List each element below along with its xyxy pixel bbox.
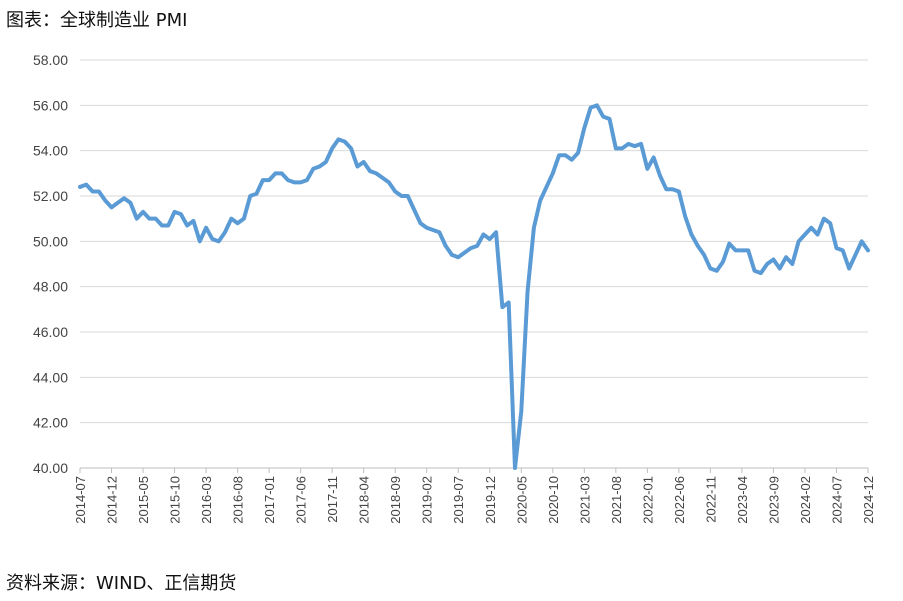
x-tick-label: 2021-03 [577, 476, 592, 524]
x-tick-label: 2015-10 [168, 476, 183, 524]
y-tick-label: 56.00 [33, 97, 68, 113]
x-tick-label: 2017-01 [262, 476, 277, 524]
x-tick-label: 2019-07 [451, 476, 466, 524]
x-tick-label: 2018-09 [388, 476, 403, 524]
y-tick-label: 44.00 [33, 369, 68, 385]
y-tick-label: 46.00 [33, 324, 68, 340]
x-axis [79, 467, 869, 473]
x-tick-label: 2021-08 [609, 476, 624, 524]
y-tick-label: 52.00 [33, 188, 68, 204]
x-tick-label: 2024-02 [798, 476, 813, 524]
figure-title: 图表：全球制造业 PMI [6, 10, 188, 31]
x-tick-label: 2022-01 [640, 476, 655, 524]
x-tick-label: 2016-03 [199, 476, 214, 524]
x-tick-label: 2022-06 [672, 476, 687, 524]
x-tick-label: 2022-11 [703, 476, 718, 523]
x-tick-label: 2015-05 [136, 476, 151, 524]
y-axis-ticks: 58.00 56.00 54.00 52.00 50.00 48.00 46.00 44.00… [33, 52, 68, 476]
x-tick-label: 2024-07 [829, 476, 844, 524]
x-tick-label: 2020-05 [514, 476, 529, 524]
x-tick-label: 2017-06 [294, 476, 309, 524]
x-tick-label: 2017-11 [325, 476, 340, 523]
y-tick-label: 40.00 [33, 460, 68, 476]
x-tick-label: 2018-04 [357, 476, 372, 524]
x-tick-label: 2019-02 [420, 476, 435, 524]
y-tick-label: 54.00 [33, 143, 68, 159]
y-tick-label: 48.00 [33, 279, 68, 295]
x-tick-label: 2014-12 [105, 476, 120, 524]
x-tick-label: 2024-12 [861, 476, 876, 524]
y-tick-label: 50.00 [33, 233, 68, 249]
y-tick-label: 42.00 [33, 415, 68, 431]
x-tick-label: 2020-10 [546, 476, 561, 524]
x-tick-label: 2016-08 [231, 476, 246, 524]
source-note: 资料来源：WIND、正信期货 [6, 573, 237, 594]
x-tick-label: 2019-12 [483, 476, 498, 524]
x-tick-label: 2014-07 [73, 476, 88, 524]
gridlines [80, 59, 868, 424]
x-tick-label: 2023-04 [735, 476, 750, 524]
x-tick-label: 2023-09 [766, 476, 781, 524]
pmi-series-line [78, 103, 870, 470]
y-tick-label: 58.00 [33, 52, 68, 68]
x-axis-ticks: 2014-07 2014-12 2015-05 2015-10 2016-03 2016-… [73, 476, 876, 524]
